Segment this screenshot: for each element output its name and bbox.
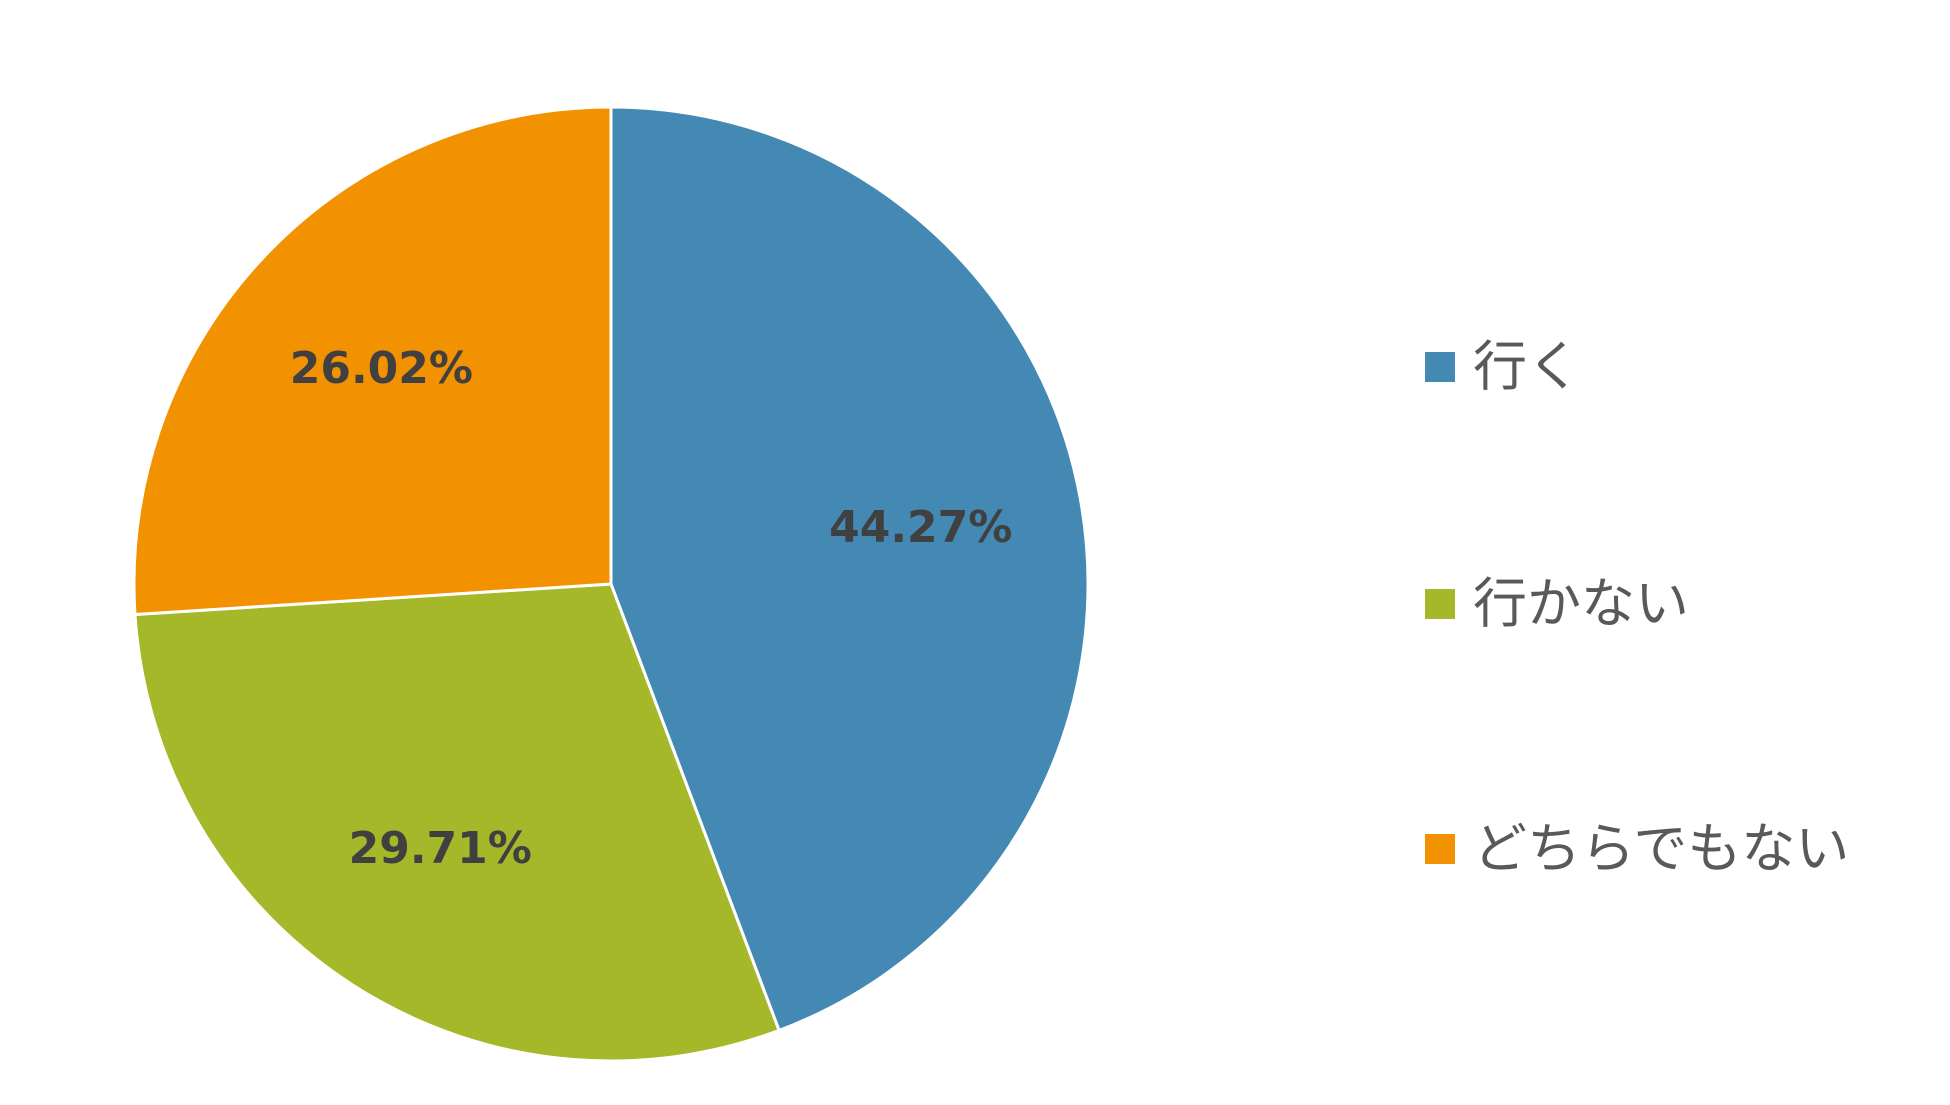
legend-swatch-iku	[1425, 352, 1455, 382]
pie-slice-iku[interactable]	[609, 105, 1090, 1033]
legend-item-iku[interactable]: 行く	[1425, 340, 1581, 394]
legend-label-ikanai: 行かない	[1473, 572, 1689, 635]
pie-data-labels: 44.27% 29.71% 26.02%	[290, 343, 1013, 874]
legend-label-iku: 行く	[1473, 335, 1581, 398]
pie-slices	[132, 105, 1090, 1063]
legend-label-dochiratemonai: どちらでもない	[1473, 817, 1850, 880]
data-label-dochiratemonai: 26.02%	[290, 343, 473, 394]
legend-item-dochiratemonai[interactable]: どちらでもない	[1425, 822, 1849, 876]
legend-item-ikanai[interactable]: 行かない	[1425, 577, 1689, 631]
data-label-iku: 44.27%	[829, 502, 1012, 553]
legend-swatch-ikanai	[1425, 589, 1455, 619]
legend-swatch-dochiratemonai	[1425, 834, 1455, 864]
pie-slice-dochiratemonai[interactable]	[132, 105, 613, 617]
data-label-ikanai: 29.71%	[349, 823, 532, 874]
pie-slice-ikanai[interactable]	[133, 582, 781, 1063]
